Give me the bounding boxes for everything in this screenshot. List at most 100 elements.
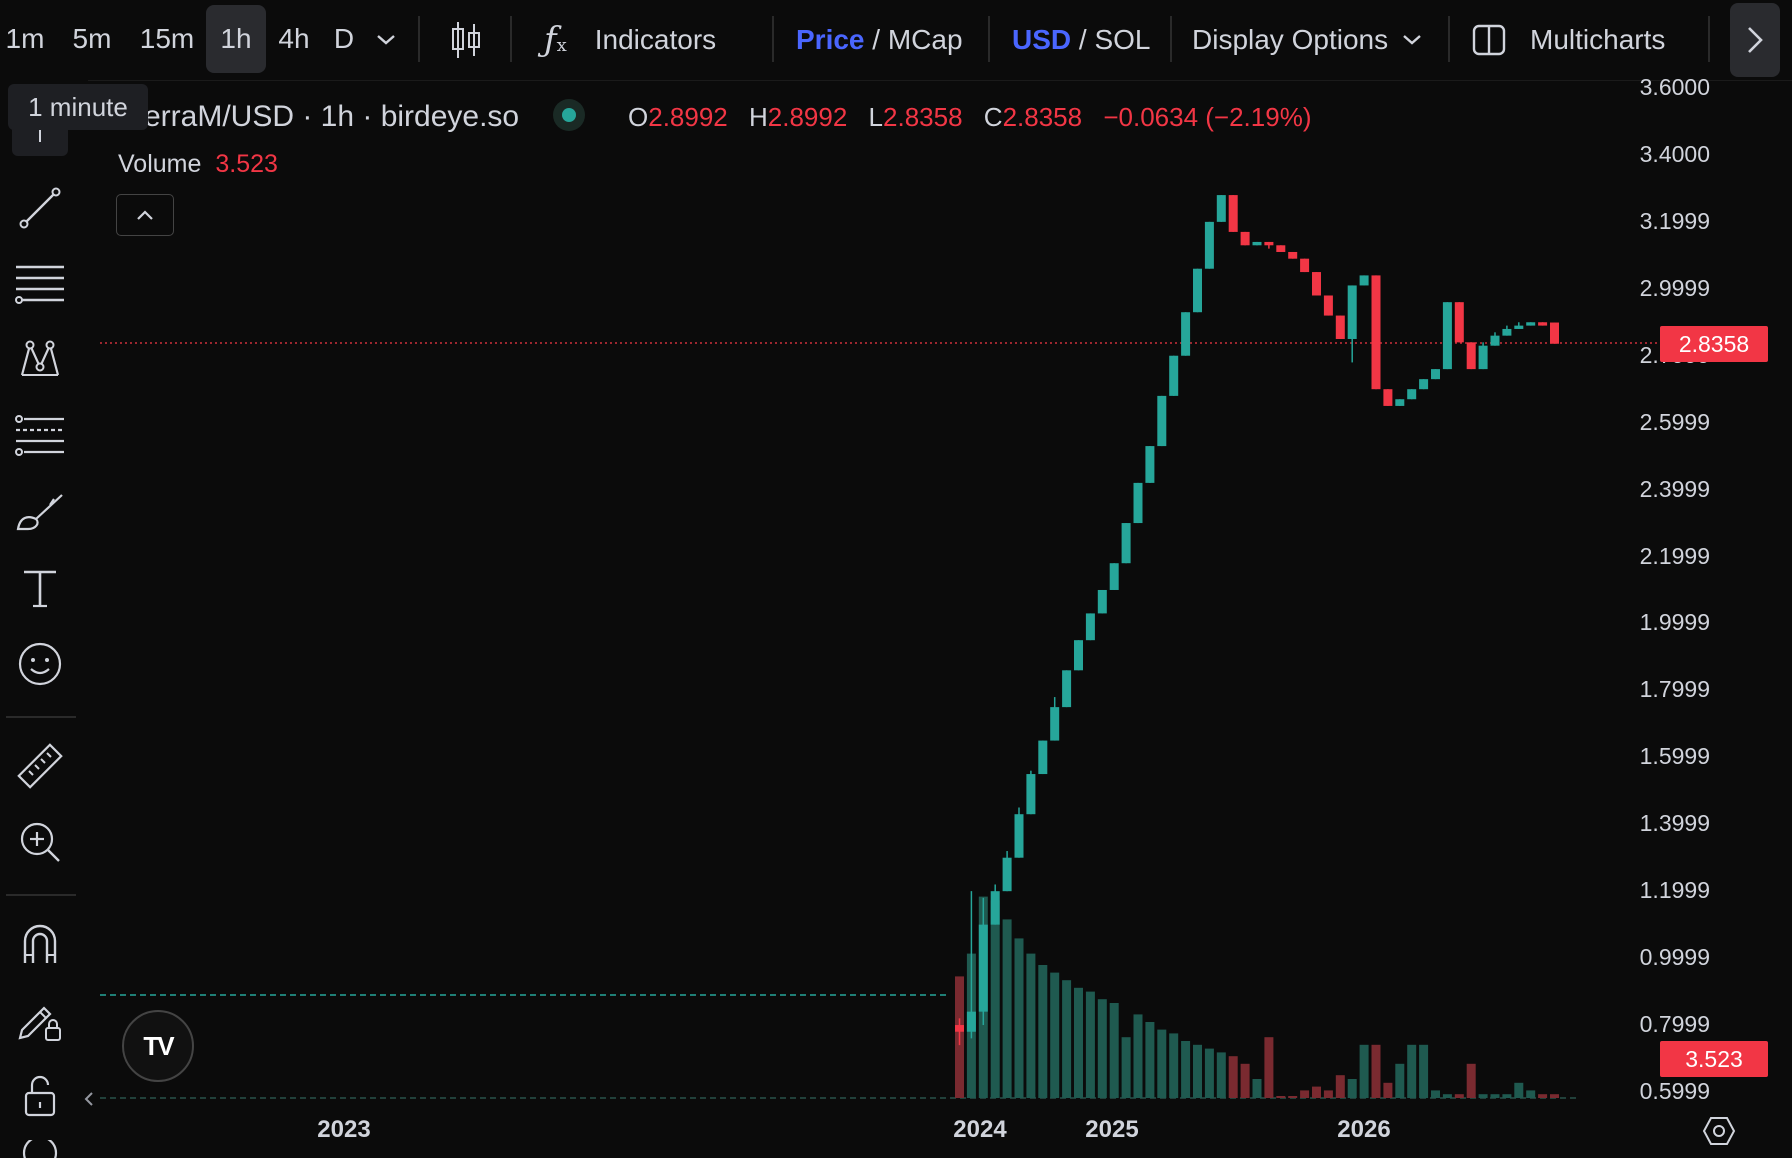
- candle-body: [1502, 328, 1512, 336]
- volume-bar: [1193, 1044, 1202, 1098]
- candle-body: [1276, 245, 1286, 252]
- lock-drawings-tool[interactable]: [12, 992, 68, 1048]
- timeframe-4h[interactable]: 4h: [266, 5, 322, 73]
- brush-tool[interactable]: [12, 484, 68, 540]
- volume-bar: [978, 896, 988, 1098]
- open-value: 2.8992: [648, 102, 728, 132]
- collapse-sidebar-arrow[interactable]: [82, 1088, 96, 1110]
- candle-body: [1085, 613, 1095, 641]
- mcap-option[interactable]: MCap: [887, 24, 963, 55]
- sol-option[interactable]: SOL: [1094, 24, 1151, 55]
- volume-bar: [1359, 1044, 1369, 1098]
- multicharts-button[interactable]: Multicharts: [1472, 0, 1665, 80]
- candle-body: [1002, 857, 1012, 892]
- price-axis-label: 1.1999: [1639, 877, 1710, 904]
- timeframe-label: 1m: [5, 23, 45, 54]
- candle-body: [1359, 275, 1369, 286]
- candle-body: [1050, 707, 1060, 741]
- candle-body: [1526, 322, 1536, 326]
- candle-body: [1062, 670, 1072, 708]
- candle-body: [1288, 251, 1298, 259]
- pattern-icon: [20, 340, 60, 376]
- collapse-legend-button[interactable]: [116, 194, 174, 236]
- zoom-in-tool[interactable]: [12, 814, 68, 870]
- emoji-tool[interactable]: [12, 636, 68, 692]
- volume-legend: Volume 3.523: [118, 150, 278, 179]
- timeframe-15m[interactable]: 15m: [128, 5, 206, 73]
- timeframe-dropdown[interactable]: [372, 0, 400, 80]
- price-axis-label: 2.9999: [1639, 274, 1710, 301]
- volume-label: Volume: [118, 150, 202, 178]
- price-option[interactable]: Price: [796, 24, 865, 55]
- fib-tool[interactable]: [12, 408, 68, 464]
- volume-bar: [1442, 1094, 1452, 1098]
- indicators-button[interactable]: ƒx Indicators: [544, 0, 716, 80]
- timeframe-label: D: [333, 23, 355, 54]
- candle-body: [1240, 231, 1250, 246]
- candle-body: [1204, 221, 1214, 269]
- timeframe-d[interactable]: D: [324, 5, 364, 73]
- eye-icon: [22, 1140, 58, 1158]
- chevron-down-icon: [1403, 35, 1421, 45]
- price-mcap-toggle[interactable]: Price / MCap: [796, 0, 963, 80]
- volume-bar: [1026, 953, 1036, 1098]
- volume-bar: [1133, 1014, 1143, 1098]
- candle-body: [1026, 774, 1036, 815]
- volume-bar: [1276, 1096, 1286, 1098]
- high-value: 2.8992: [767, 102, 848, 132]
- tooltip-text: 1 minute: [28, 91, 128, 122]
- tradingview-logo[interactable]: TV: [122, 1010, 194, 1082]
- timeframe-1m[interactable]: 1m: [0, 5, 50, 73]
- candle-body: [1442, 302, 1452, 370]
- symbol-text: erraM/USD · 1h · birdeye.so: [144, 100, 520, 133]
- candlestick-icon: [452, 22, 480, 58]
- more-tools-button[interactable]: [1730, 3, 1780, 77]
- timeframe-1h[interactable]: 1h: [206, 5, 266, 73]
- last-volume-text: 3.523: [1685, 1045, 1743, 1072]
- last-price-tag: 2.8358: [1660, 326, 1768, 362]
- usd-option[interactable]: USD: [1012, 24, 1072, 55]
- candle-body: [1335, 315, 1345, 339]
- horizontal-lines-tool[interactable]: [12, 256, 68, 312]
- text-tool[interactable]: [12, 560, 68, 616]
- close-label: C: [983, 102, 1003, 132]
- timeframe-label: 1h: [220, 23, 252, 54]
- chart-settings-button[interactable]: [1702, 1114, 1738, 1148]
- currency-toggle[interactable]: USD / SOL: [1012, 0, 1151, 80]
- more-drawing-tools[interactable]: [12, 1140, 68, 1158]
- display-options-button[interactable]: Display Options: [1192, 0, 1422, 80]
- volume-value: 3.523: [215, 150, 278, 178]
- candle-body: [1228, 195, 1238, 232]
- price-axis-label: 0.5999: [1639, 1078, 1710, 1104]
- time-axis-label: 2026: [1337, 1116, 1391, 1143]
- pattern-tool[interactable]: [12, 332, 68, 388]
- price-axis-label: 1.5999: [1639, 743, 1710, 770]
- lock-pencil-icon: [18, 1006, 61, 1041]
- chart-type-button[interactable]: [446, 0, 486, 80]
- ruler-tool[interactable]: [12, 738, 68, 794]
- magnet-icon: [23, 924, 57, 963]
- time-axis-label: 2023: [317, 1116, 371, 1143]
- ruler-icon: [17, 743, 63, 789]
- lock-tool[interactable]: [12, 1068, 68, 1124]
- close-value: 2.8358: [1002, 102, 1083, 132]
- candle-body: [1097, 589, 1107, 614]
- volume-bar: [1050, 972, 1060, 1098]
- volume-bar: [1038, 965, 1048, 1098]
- volume-bar: [1312, 1086, 1321, 1098]
- candle-body: [1347, 285, 1357, 339]
- open-label: O: [628, 102, 649, 132]
- trend-line-icon: [19, 187, 61, 229]
- candle-body: [1478, 345, 1488, 370]
- magnet-tool[interactable]: [12, 916, 68, 972]
- candle-body: [1454, 302, 1464, 343]
- trend-line-tool[interactable]: [12, 180, 68, 236]
- volume-bar: [1478, 1094, 1488, 1098]
- candle-body: [1431, 369, 1440, 380]
- candle-body: [1550, 322, 1559, 344]
- volume-bar: [1288, 1096, 1298, 1098]
- timeframe-5m[interactable]: 5m: [60, 5, 124, 73]
- timeframe-label: 15m: [139, 23, 195, 54]
- volume-bar: [1228, 1056, 1238, 1098]
- volume-bar: [1502, 1094, 1512, 1098]
